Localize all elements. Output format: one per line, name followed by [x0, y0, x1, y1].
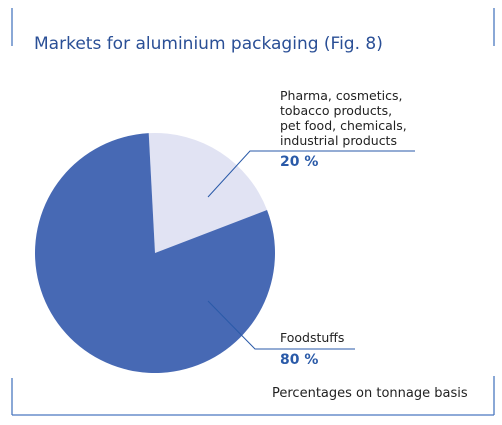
note: Percentages on tonnage basis [272, 386, 468, 401]
pie-slice [35, 133, 276, 373]
frame [11, 8, 495, 416]
leader-lines [207, 150, 415, 350]
value-label: 20 % [280, 154, 319, 170]
slice-label: Foodstuffs [280, 330, 345, 345]
chart-title: Markets for aluminium packaging (Fig. 8) [34, 34, 383, 54]
slice-label: Pharma, cosmetics, tobacco products, pet… [280, 88, 407, 148]
pie-slice [148, 133, 268, 253]
value-label: 80 % [280, 352, 319, 368]
